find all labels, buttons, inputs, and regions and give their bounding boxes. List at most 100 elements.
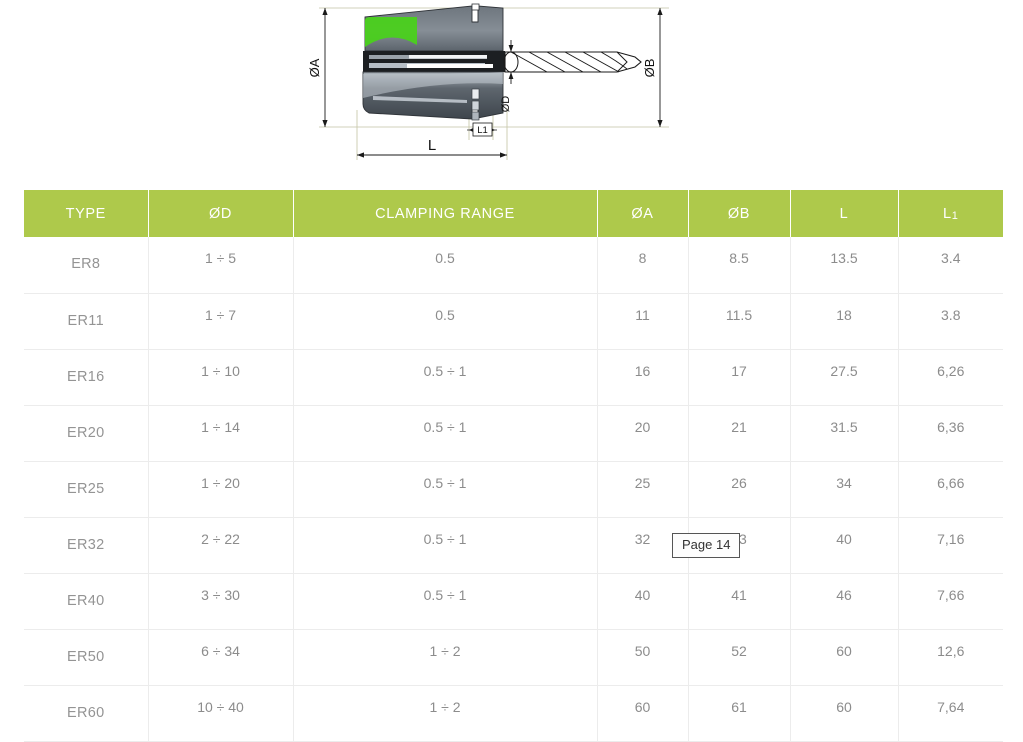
cell-oa: 50 [597, 629, 689, 686]
cell-ob: 41 [688, 573, 791, 630]
l1-label-box [472, 122, 493, 137]
cell-clamp: 0.5 ÷ 1 [293, 517, 598, 574]
cell-l1: 6,66 [898, 461, 1003, 518]
cell-oa: 60 [597, 685, 689, 742]
table-row[interactable]: ER11 1 ÷ 7 0.5 11 11.5 18 3.8 [24, 293, 1003, 350]
cell-type: ER60 [24, 685, 149, 742]
cell-od: 1 ÷ 10 [148, 349, 294, 406]
cell-clamp: 0.5 [293, 237, 598, 294]
arrow-left-l [357, 152, 364, 158]
cell-od: 2 ÷ 22 [148, 517, 294, 574]
cell-od: 1 ÷ 20 [148, 461, 294, 518]
cell-clamp: 0.5 ÷ 1 [293, 405, 598, 462]
bore-highlight-4 [407, 64, 493, 68]
table-row[interactable]: ER25 1 ÷ 20 0.5 ÷ 1 25 26 34 6,66 [24, 461, 1003, 518]
cell-l: 31.5 [790, 405, 899, 462]
er-collet-spec-table: TYPE ØD CLAMPING RANGE ØA ØB L L1 ER8 1 … [24, 190, 1003, 742]
collet-bore-slot [363, 51, 505, 72]
cell-type: ER11 [24, 293, 149, 350]
cell-l1: 6,36 [898, 405, 1003, 462]
table-row[interactable]: ER40 3 ÷ 30 0.5 ÷ 1 40 41 46 7,66 [24, 573, 1003, 630]
drill-bit-flutes [503, 51, 628, 73]
cell-l: 46 [790, 573, 899, 630]
cell-od: 3 ÷ 30 [148, 573, 294, 630]
cell-oa: 8 [597, 237, 689, 294]
cell-ob: 17 [688, 349, 791, 406]
collet-lower-sheen [363, 72, 503, 98]
cell-l: 60 [790, 685, 899, 742]
cell-oa: 20 [597, 405, 689, 462]
arrow-up-ob [657, 8, 663, 15]
cell-type: ER25 [24, 461, 149, 518]
label-length: L [428, 137, 436, 154]
arrow-down-oa [322, 120, 328, 127]
cell-clamp: 0.5 ÷ 1 [293, 461, 598, 518]
table-row[interactable]: ER60 10 ÷ 40 1 ÷ 2 60 61 60 7,64 [24, 685, 1003, 742]
cell-l: 27.5 [790, 349, 899, 406]
cell-oa: 11 [597, 293, 689, 350]
cell-type: ER8 [24, 237, 149, 294]
cell-od: 1 ÷ 5 [148, 237, 294, 294]
column-header-oa[interactable]: ØA [597, 190, 689, 237]
label-diameter-a: ØA [307, 58, 322, 77]
cell-ob: 11.5 [688, 293, 791, 350]
table-row[interactable]: ER8 1 ÷ 5 0.5 8 8.5 13.5 3.4 [24, 237, 1003, 294]
table-row[interactable]: ER50 6 ÷ 34 1 ÷ 2 50 52 60 12,6 [24, 629, 1003, 686]
cell-oa: 16 [597, 349, 689, 406]
collet-top-notch [471, 3, 480, 11]
cell-l1: 7,16 [898, 517, 1003, 574]
cell-clamp: 0.5 ÷ 1 [293, 573, 598, 630]
cell-l: 60 [790, 629, 899, 686]
cell-clamp: 1 ÷ 2 [293, 629, 598, 686]
arrow-right-l [500, 152, 507, 158]
collet-l1-feature [471, 88, 480, 121]
table-row[interactable]: ER16 1 ÷ 10 0.5 ÷ 1 16 17 27.5 6,26 [24, 349, 1003, 406]
arrow-up-od-bottom [508, 72, 514, 79]
cell-l1: 3.4 [898, 237, 1003, 294]
cell-l: 40 [790, 517, 899, 574]
cell-l1: 7,64 [898, 685, 1003, 742]
cell-l: 18 [790, 293, 899, 350]
arrow-up-oa [322, 8, 328, 15]
column-header-l[interactable]: L [790, 190, 899, 237]
arrow-down-od-top [508, 45, 514, 52]
cell-ob: 21 [688, 405, 791, 462]
er-collet-diagram: ØA ØB [297, 0, 677, 172]
column-header-l1-base: L [943, 205, 952, 222]
cell-od: 1 ÷ 7 [148, 293, 294, 350]
column-header-od[interactable]: ØD [148, 190, 294, 237]
cell-ob: 61 [688, 685, 791, 742]
column-header-l1[interactable]: L1 [898, 190, 1003, 237]
column-header-type[interactable]: TYPE [24, 190, 149, 237]
cell-type: ER20 [24, 405, 149, 462]
cell-ob: 26 [688, 461, 791, 518]
cell-l1: 12,6 [898, 629, 1003, 686]
cell-ob: 52 [688, 629, 791, 686]
cell-od: 6 ÷ 34 [148, 629, 294, 686]
label-diameter-d: ØD [500, 96, 512, 113]
cell-od: 10 ÷ 40 [148, 685, 294, 742]
cell-l: 13.5 [790, 237, 899, 294]
column-header-ob[interactable]: ØB [688, 190, 791, 237]
table-row[interactable]: ER20 1 ÷ 14 0.5 ÷ 1 20 21 31.5 6,36 [24, 405, 1003, 462]
cell-oa: 25 [597, 461, 689, 518]
cell-od: 1 ÷ 14 [148, 405, 294, 462]
cell-l1: 7,66 [898, 573, 1003, 630]
table-header-row: TYPE ØD CLAMPING RANGE ØA ØB L L1 [24, 190, 1003, 237]
cell-clamp: 1 ÷ 2 [293, 685, 598, 742]
arrow-down-ob [657, 120, 663, 127]
column-header-l1-subscript: 1 [951, 209, 959, 222]
column-header-clamping-range[interactable]: CLAMPING RANGE [293, 190, 598, 237]
cell-type: ER40 [24, 573, 149, 630]
label-diameter-b: ØB [642, 59, 657, 78]
bore-highlight-2 [409, 55, 487, 59]
cell-type: ER16 [24, 349, 149, 406]
table-body: ER8 1 ÷ 5 0.5 8 8.5 13.5 3.4 ER11 1 ÷ 7 … [24, 237, 1003, 742]
table-row[interactable]: ER32 2 ÷ 22 0.5 ÷ 1 32 33 40 7,16 [24, 517, 1003, 574]
cell-type: ER50 [24, 629, 149, 686]
collet-green-accent-upper [365, 17, 417, 47]
page-number-tooltip: Page 14 [672, 533, 741, 559]
label-length-1: L1 [477, 125, 488, 136]
collet-lower-highlight [373, 96, 467, 103]
cell-oa: 40 [597, 573, 689, 630]
